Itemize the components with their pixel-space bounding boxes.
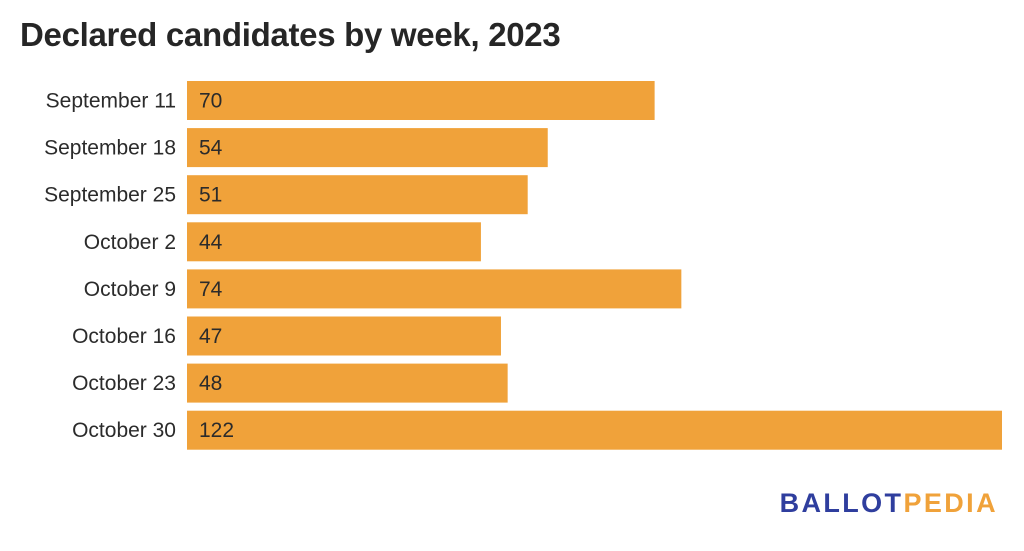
value-label: 44 [199, 231, 223, 254]
bar [187, 363, 508, 403]
logo-ballot: BALLOT [779, 488, 904, 518]
category-label: October 9 [84, 278, 176, 301]
category-label: September 18 [44, 137, 176, 160]
bar-row: September 25 51 [44, 175, 528, 215]
category-label: September 25 [44, 184, 176, 207]
bar [187, 128, 548, 168]
value-label: 122 [199, 419, 234, 442]
bar-row: September 18 54 [44, 128, 548, 168]
bar-row: October 9 74 [84, 269, 682, 309]
value-label: 51 [199, 184, 222, 207]
category-label: September 11 [46, 90, 176, 113]
chart-title: Declared candidates by week, 2023 [20, 16, 561, 53]
value-label: 70 [199, 90, 222, 113]
logo-pedia: PEDIA [903, 488, 998, 518]
bar [187, 81, 655, 120]
bar [187, 269, 682, 309]
value-label: 47 [199, 325, 222, 348]
category-label: October 30 [72, 419, 176, 442]
bar-row: October 16 47 [72, 316, 501, 356]
value-label: 48 [199, 372, 222, 395]
value-label: 74 [199, 278, 223, 301]
category-label: October 2 [84, 231, 176, 254]
bar-row: October 2 44 [84, 222, 481, 262]
bar-row: October 23 48 [72, 363, 508, 403]
bar-row: October 30 122 [72, 410, 1002, 450]
value-label: 54 [199, 137, 223, 160]
bar [187, 410, 1002, 450]
bar [187, 175, 528, 215]
ballotpedia-logo: BALLOTPEDIA [780, 488, 998, 519]
bar [187, 316, 501, 356]
category-label: October 16 [72, 325, 176, 348]
bar [187, 222, 481, 262]
category-label: October 23 [72, 372, 176, 395]
bar-row: September 11 70 [46, 81, 655, 120]
